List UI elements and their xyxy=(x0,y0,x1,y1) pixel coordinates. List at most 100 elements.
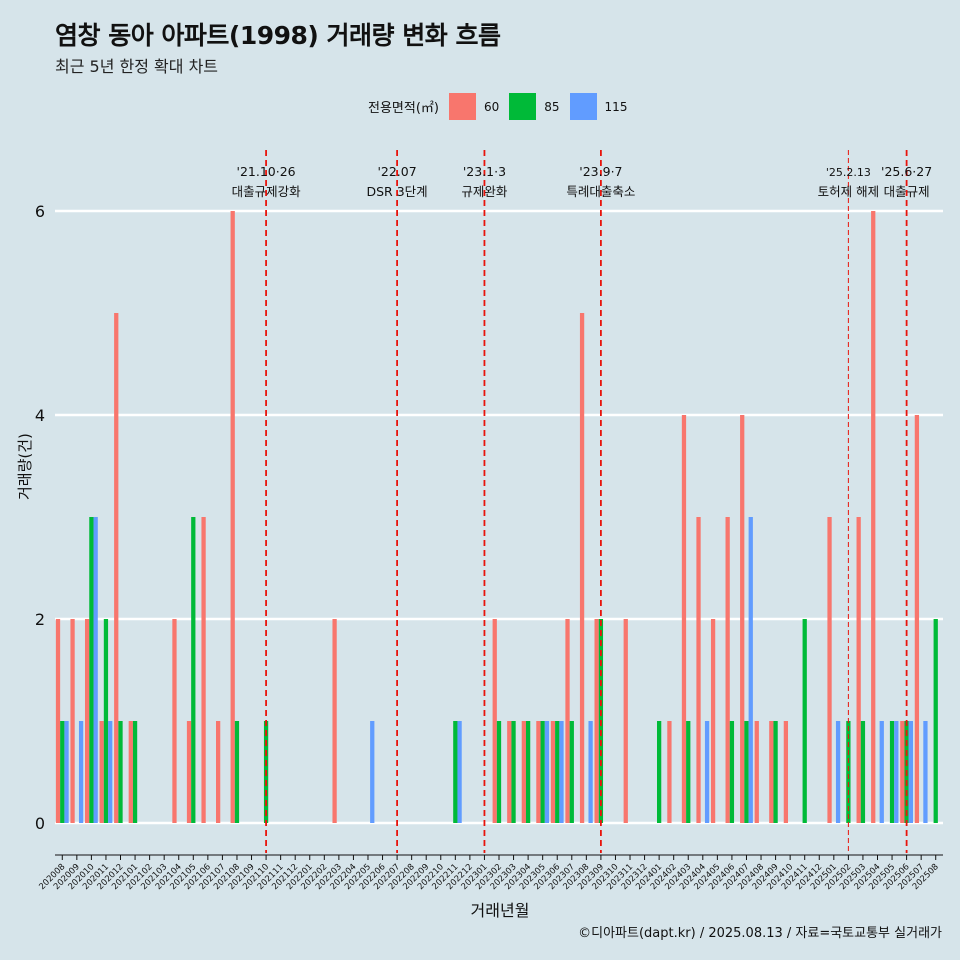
bar-115-202305 xyxy=(544,721,550,823)
annotation-date-202502: '25.2.13 xyxy=(826,166,871,179)
bar-60-202410 xyxy=(783,721,789,823)
bar-60-202107 xyxy=(216,721,221,823)
bar-60-202406 xyxy=(725,517,730,823)
bar-60-202108 xyxy=(230,211,235,823)
bar-85-202010 xyxy=(89,517,94,823)
bar-60-202408 xyxy=(754,721,759,823)
legend-label-60: 60 xyxy=(483,99,500,114)
bar-60-202306 xyxy=(550,721,556,823)
bar-85-202411 xyxy=(802,619,807,823)
bar-85-202303 xyxy=(511,721,516,823)
bar-60-202308 xyxy=(579,313,585,823)
bar-60-202304 xyxy=(521,721,526,823)
bar-60-202311 xyxy=(623,619,628,823)
y-tick-label: 2 xyxy=(35,610,45,629)
bar-60-202409 xyxy=(769,721,774,823)
legend-label-115: 115 xyxy=(604,99,628,114)
bar-115-202211 xyxy=(457,721,462,823)
bar-115-202008 xyxy=(64,721,69,823)
bar-115-202506 xyxy=(908,721,914,823)
bar-85-202401 xyxy=(656,721,662,823)
bar-115-202504 xyxy=(879,721,884,823)
bar-85-202108 xyxy=(234,721,240,823)
annotation-label-202502: 토허제 해제 xyxy=(818,184,879,199)
bar-115-202407 xyxy=(748,517,753,823)
bar-115-202306 xyxy=(559,721,564,823)
y-tick-label: 4 xyxy=(35,406,45,425)
bar-60-202309 xyxy=(594,619,599,823)
bar-85-202406 xyxy=(729,721,735,823)
legend-key-85 xyxy=(509,93,537,120)
bar-85-202409 xyxy=(773,721,778,823)
bar-60-202104 xyxy=(172,619,177,823)
bar-85-202407 xyxy=(744,721,749,823)
bar-60-202101 xyxy=(128,721,133,823)
x-axis-label: 거래년월 xyxy=(470,901,530,920)
annotation-label-202506: 대출규제 xyxy=(884,184,930,199)
annotation-date-202110: '21.10·26 xyxy=(237,164,296,179)
bar-60-202010 xyxy=(84,619,90,823)
y-tick-label: 6 xyxy=(35,202,45,221)
bar-85-202505 xyxy=(889,721,895,823)
bar-115-202501 xyxy=(835,721,841,823)
bar-85-202011 xyxy=(103,619,109,823)
bar-60-202106 xyxy=(201,517,206,823)
legend-label-85: 85 xyxy=(544,99,560,114)
bar-85-202502 xyxy=(846,721,851,823)
bar-85-202302 xyxy=(496,721,502,823)
bar-115-202404 xyxy=(704,721,710,823)
bar-85-202307 xyxy=(569,721,574,823)
bar-60-202008 xyxy=(55,619,61,823)
annotation-date-202301: '23.1·3 xyxy=(463,164,506,179)
bar-60-202506 xyxy=(900,721,905,823)
chart-title: 염창 동아 아파트(1998) 거래량 변화 흐름 xyxy=(55,21,501,50)
source-caption: ©디아파트(dapt.kr) / 2025.08.13 / 자료=국토교통부 실… xyxy=(578,926,942,941)
bar-60-202203 xyxy=(332,619,337,823)
bar-115-202308 xyxy=(588,721,593,823)
bar-60-202303 xyxy=(507,721,512,823)
bar-85-202211 xyxy=(453,721,458,823)
bar-115-202205 xyxy=(370,721,375,823)
legend: 전용면적(㎡) 60 85 115 xyxy=(368,93,637,120)
bar-85-202503 xyxy=(860,721,866,823)
bar-60-202407 xyxy=(740,415,745,823)
bar-85-202403 xyxy=(686,721,691,823)
bar-60-202405 xyxy=(710,619,716,823)
y-axis-label: 거래량(건) xyxy=(16,433,34,500)
annotation-label-202309: 특례대출축소 xyxy=(566,184,635,199)
bar-85-202508 xyxy=(933,619,938,823)
bar-60-202009 xyxy=(70,619,75,823)
bar-85-202305 xyxy=(540,721,545,823)
bar-60-202011 xyxy=(99,721,104,823)
bar-60-202404 xyxy=(696,517,701,823)
legend-key-115 xyxy=(569,93,597,120)
bar-85-202304 xyxy=(525,721,531,823)
bar-115-202505 xyxy=(894,721,899,823)
bar-85-202105 xyxy=(191,517,196,823)
bar-85-202012 xyxy=(118,721,123,823)
bar-60-202402 xyxy=(667,721,672,823)
bar-85-202306 xyxy=(555,721,560,823)
bar-60-202302 xyxy=(492,619,497,823)
annotation-date-202506: '25.6·27 xyxy=(881,164,932,179)
bar-115-202507 xyxy=(923,721,928,823)
annotation-label-202110: 대출규제강화 xyxy=(232,184,302,199)
bar-115-202011 xyxy=(108,721,113,823)
legend-key-60 xyxy=(448,93,476,120)
bar-60-202307 xyxy=(565,619,570,823)
bar-60-202305 xyxy=(536,721,541,823)
annotation-date-202309: '23.9·7 xyxy=(579,164,622,179)
bar-60-202403 xyxy=(681,415,687,823)
annotation-label-202207: DSR 3단계 xyxy=(367,184,428,199)
y-tick-label: 0 xyxy=(35,814,45,833)
bar-60-202504 xyxy=(871,211,876,823)
bar-85-202008 xyxy=(60,721,65,823)
annotation-date-202207: '22.07 xyxy=(377,164,416,179)
bar-60-202012 xyxy=(114,313,119,823)
bar-60-202507 xyxy=(914,415,920,823)
chart-subtitle: 최근 5년 한정 확대 차트 xyxy=(55,57,219,76)
bar-60-202503 xyxy=(856,517,861,823)
bar-60-202105 xyxy=(186,721,192,823)
bar-60-202501 xyxy=(827,517,832,823)
bar-85-202101 xyxy=(132,721,138,823)
